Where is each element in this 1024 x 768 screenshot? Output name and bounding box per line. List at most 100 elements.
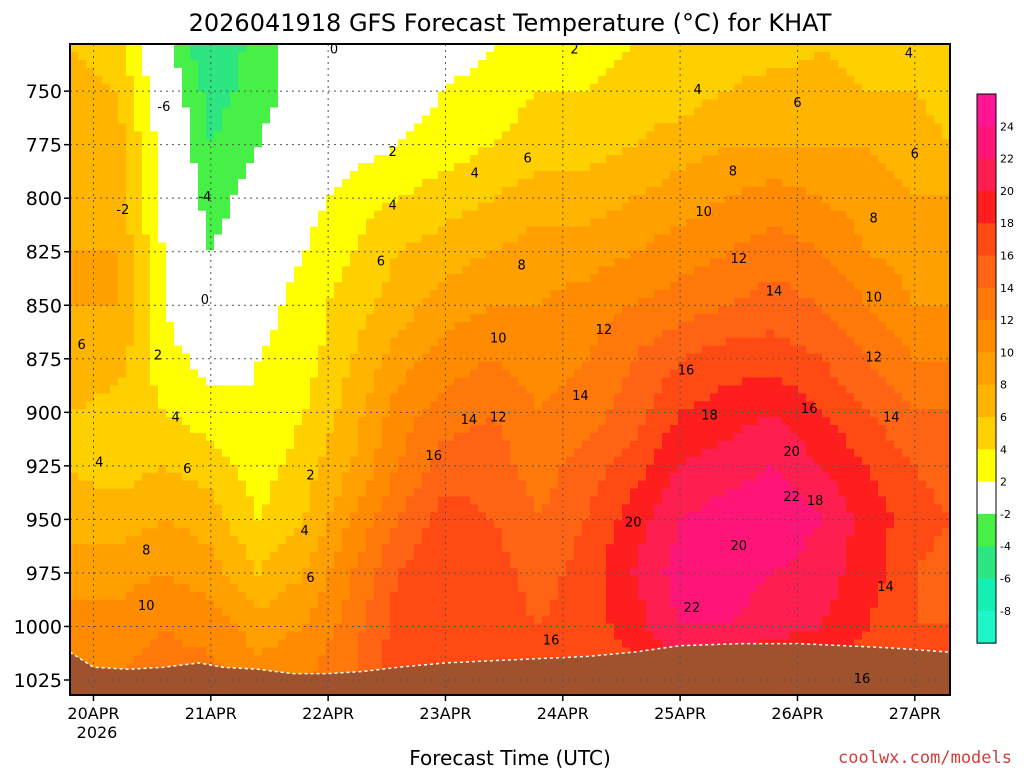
temperature-cell — [374, 242, 383, 252]
temperature-cell — [238, 194, 247, 204]
temperature-cell — [366, 433, 375, 442]
temperature-cell — [86, 591, 95, 601]
temperature-cell — [278, 59, 287, 69]
temperature-cell — [326, 385, 335, 394]
temperature-cell — [326, 329, 335, 339]
temperature-cell — [278, 194, 287, 204]
temperature-cell — [230, 107, 239, 117]
temperature-cell — [438, 298, 447, 307]
temperature-cell — [326, 647, 335, 656]
temperature-cell — [366, 44, 375, 53]
temperature-cell — [398, 417, 407, 426]
temperature-cell — [310, 258, 319, 267]
temperature-cell — [278, 305, 287, 315]
temperature-cell — [446, 59, 455, 69]
temperature-cell — [326, 425, 335, 434]
temperature-cell — [294, 274, 303, 283]
temperature-cell — [294, 163, 303, 172]
temperature-cell — [446, 353, 455, 363]
temperature-cell — [518, 385, 527, 394]
temperature-cell — [502, 591, 511, 601]
temperature-cell — [110, 250, 119, 259]
temperature-cell — [230, 567, 239, 577]
temperature-cell — [422, 520, 431, 529]
temperature-cell — [510, 631, 519, 641]
temperature-cell — [430, 647, 439, 656]
temperature-cell — [542, 67, 551, 77]
temperature-cell — [78, 171, 87, 180]
temperature-cell — [382, 115, 391, 124]
temperature-cell — [510, 448, 519, 458]
temperature-cell — [118, 155, 127, 164]
temperature-cell — [366, 83, 375, 93]
temperature-cell — [542, 623, 551, 633]
temperature-cell — [310, 623, 319, 633]
temperature-cell — [430, 631, 439, 641]
temperature-cell — [182, 583, 191, 593]
temperature-cell — [254, 44, 263, 53]
temperature-cell — [158, 377, 167, 386]
temperature-cell — [142, 393, 151, 402]
temperature-cell — [270, 250, 279, 259]
temperature-cell — [534, 631, 543, 641]
temperature-cell — [526, 385, 535, 394]
temperature-cell — [206, 329, 215, 339]
temperature-cell — [190, 147, 199, 156]
temperature-cell — [510, 178, 519, 188]
temperature-cell — [222, 123, 231, 132]
temperature-cell — [334, 377, 343, 386]
temperature-cell — [438, 123, 447, 132]
temperature-cell — [94, 560, 103, 569]
temperature-cell — [486, 226, 495, 236]
temperature-cell — [302, 282, 311, 291]
temperature-cell — [118, 575, 127, 585]
temperature-cell — [318, 282, 327, 291]
temperature-cell — [470, 218, 479, 228]
temperature-cell — [534, 337, 543, 347]
temperature-cell — [342, 99, 351, 109]
temperature-cell — [518, 99, 527, 109]
temperature-cell — [110, 298, 119, 307]
temperature-cell — [94, 599, 103, 609]
temperature-cell — [70, 623, 79, 633]
temperature-cell — [342, 647, 351, 656]
temperature-cell — [150, 456, 159, 466]
temperature-cell — [118, 59, 127, 69]
temperature-cell — [510, 472, 519, 482]
temperature-cell — [542, 107, 551, 117]
temperature-cell — [166, 226, 175, 236]
temperature-cell — [214, 655, 223, 664]
temperature-cell — [102, 560, 111, 569]
temperature-cell — [110, 528, 119, 537]
temperature-cell — [414, 544, 423, 553]
temperature-cell — [198, 226, 207, 236]
temperature-cell — [470, 353, 479, 363]
temperature-cell — [230, 615, 239, 625]
temperature-cell — [222, 575, 231, 585]
temperature-cell — [374, 202, 383, 212]
temperature-cell — [534, 575, 543, 585]
temperature-cell — [446, 512, 455, 521]
temperature-cell — [550, 171, 559, 180]
temperature-cell — [182, 575, 191, 585]
temperature-cell — [238, 155, 247, 164]
temperature-cell — [350, 242, 359, 252]
temperature-cell — [318, 480, 327, 490]
temperature-cell — [470, 83, 479, 93]
temperature-cell — [302, 186, 311, 196]
temperature-cell — [406, 512, 415, 521]
temperature-cell — [222, 329, 231, 339]
temperature-cell — [126, 663, 135, 672]
temperature-cell — [502, 274, 511, 283]
temperature-cell — [542, 258, 551, 267]
temperature-cell — [294, 385, 303, 394]
temperature-cell — [174, 91, 183, 101]
temperature-cell — [230, 655, 239, 664]
temperature-cell — [94, 528, 103, 537]
temperature-cell — [70, 448, 79, 458]
temperature-cell — [350, 520, 359, 529]
temperature-cell — [350, 337, 359, 347]
temperature-cell — [342, 44, 351, 53]
temperature-cell — [534, 155, 543, 164]
temperature-cell — [86, 464, 95, 474]
